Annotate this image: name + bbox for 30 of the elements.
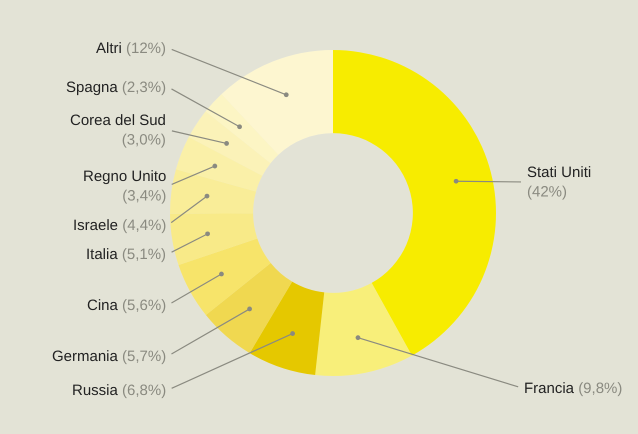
data-label: (5,7%) [122,348,166,365]
donut-slice [170,169,256,214]
donut-slice [333,50,496,356]
data-label: (4,4%) [122,217,166,234]
slice-label: Germania [52,348,118,365]
data-label: (6,8%) [122,382,166,399]
donut-slice [170,213,258,266]
data-label: (3,0%) [122,132,166,148]
slice-label: Cina [87,297,118,314]
data-label: (5,1%) [122,246,166,263]
data-label: (9,8%) [578,380,622,397]
donut-slice [250,282,324,376]
slice-label: Francia [524,380,574,397]
data-label: (42%) [527,184,568,200]
donut-slice [178,238,271,316]
data-label: (2,3%) [122,79,166,96]
slice-label: Spagna [66,79,118,96]
slice-label: Corea del Sud [70,112,166,129]
donut-slice [176,137,262,192]
data-label: (3,4%) [122,188,166,204]
slice-label: Regno Unito [83,168,166,185]
slice-label: Italia [86,246,118,263]
donut-slice [315,282,412,376]
slice-label: Israele [73,217,118,234]
data-label: (5,6%) [122,297,166,314]
donut-slice [206,262,292,354]
data-label: (12%) [126,40,166,57]
slice-label: Altri [96,40,122,57]
slice-label: Stati Uniti [527,164,592,181]
slice-label: Russia [72,382,118,399]
